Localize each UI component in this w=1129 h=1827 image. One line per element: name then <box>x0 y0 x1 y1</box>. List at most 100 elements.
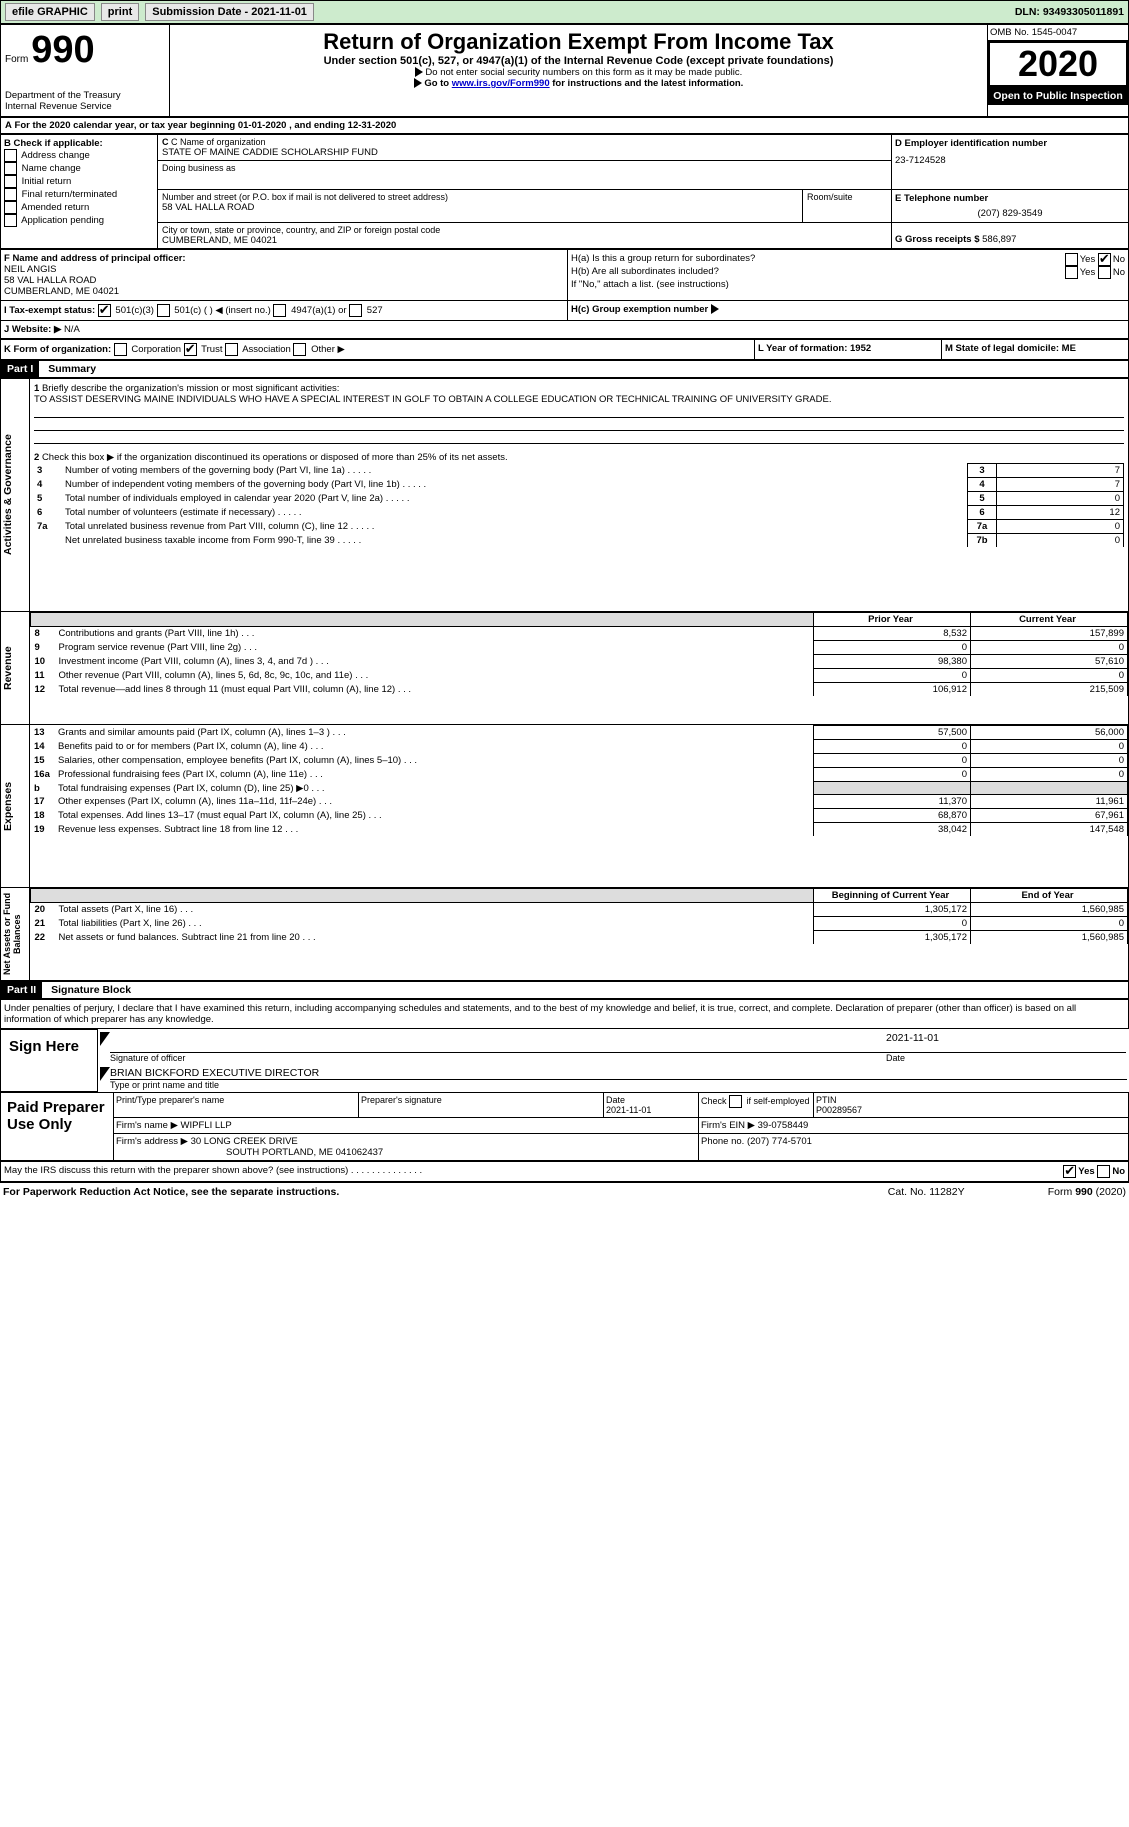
tax-status-checkbox[interactable] <box>98 304 111 317</box>
self-employed-checkbox[interactable] <box>729 1095 742 1108</box>
ptin-value: P00289567 <box>816 1105 862 1115</box>
firm-addr-label: Firm's address ▶ <box>116 1136 188 1147</box>
officer-printed-name: BRIAN BICKFORD EXECUTIVE DIRECTOR <box>110 1067 1127 1080</box>
tax-status-checkbox[interactable] <box>157 304 170 317</box>
firm-name: WIPFLI LLP <box>181 1120 232 1131</box>
declaration-text: Under penalties of perjury, I declare th… <box>0 999 1129 1029</box>
officer-name: NEIL ANGIS <box>4 264 56 275</box>
side-revenue: Revenue <box>2 613 14 723</box>
firm-ein: 39-0758449 <box>758 1120 809 1131</box>
footer-right: Form 990 (2020) <box>1048 1186 1126 1198</box>
boxb-checkbox[interactable] <box>4 162 17 175</box>
boxb-checkbox[interactable] <box>4 188 17 201</box>
ein-value: 23-7124528 <box>895 155 1125 166</box>
discuss-yes-checkbox[interactable] <box>1063 1165 1076 1178</box>
row-m: M State of legal domicile: ME <box>945 343 1076 354</box>
ptin-label: PTIN <box>816 1095 837 1105</box>
gross-receipts: 586,897 <box>982 234 1016 245</box>
hb-note: If "No," attach a list. (see instruction… <box>571 279 1125 290</box>
side-netassets: Net Assets or Fund Balances <box>2 889 22 979</box>
prep-sig-label: Preparer's signature <box>359 1093 604 1118</box>
prep-name-label: Print/Type preparer's name <box>114 1093 359 1118</box>
triangle-icon <box>414 78 422 88</box>
sign-here-label: Sign Here <box>1 1030 98 1092</box>
preparer-phone: (207) 774-5701 <box>747 1136 812 1147</box>
ha-no-checkbox[interactable] <box>1098 253 1111 266</box>
irs-link[interactable]: www.irs.gov/Form990 <box>452 78 550 89</box>
hb-label: H(b) Are all subordinates included? <box>571 266 1065 279</box>
phone-label: Phone no. <box>701 1136 744 1147</box>
mission-label: Briefly describe the organization's miss… <box>42 383 340 394</box>
footer-cat: Cat. No. 11282Y <box>888 1186 1048 1198</box>
row-l: L Year of formation: 1952 <box>758 343 871 354</box>
boxb-checkbox[interactable] <box>4 201 17 214</box>
tax-year: 2020 <box>988 41 1128 87</box>
form-title: Return of Organization Exempt From Incom… <box>174 29 983 55</box>
page-footer: For Paperwork Reduction Act Notice, see … <box>0 1182 1129 1201</box>
triangle-icon <box>711 304 719 314</box>
check-se: Check if self-employed <box>701 1096 810 1106</box>
org-name: STATE OF MAINE CADDIE SCHOLARSHIP FUND <box>162 147 887 158</box>
part-ii-title: Signature Block <box>45 982 137 998</box>
sign-here-table: Sign Here Signature of officer 2021-11-0… <box>0 1029 1129 1092</box>
org-form-checkbox[interactable] <box>184 343 197 356</box>
phone-value: (207) 829-3549 <box>895 208 1125 219</box>
section-a-taxyear: A For the 2020 calendar year, or tax yea… <box>0 117 1129 134</box>
open-inspection: Open to Public Inspection <box>988 87 1128 105</box>
org-info-table: B Check if applicable: Address change Na… <box>0 134 1129 249</box>
box-f-label: F Name and address of principal officer: <box>4 253 186 264</box>
boxb-checkbox[interactable] <box>4 214 17 227</box>
officer-addr1: 58 VAL HALLA ROAD <box>4 275 96 286</box>
part-ii-label: Part II <box>1 982 42 998</box>
org-name-label: C Name of organization <box>171 137 266 147</box>
city-value: CUMBERLAND, ME 04021 <box>162 235 887 246</box>
ssn-note: Do not enter social security numbers on … <box>425 67 742 78</box>
goto-post: for instructions and the latest informat… <box>550 78 744 89</box>
footer-left: For Paperwork Reduction Act Notice, see … <box>3 1186 888 1198</box>
omb-number: OMB No. 1545-0047 <box>988 25 1128 41</box>
paid-preparer-label: Paid Preparer Use Only <box>1 1093 114 1161</box>
form-header: Form 990 Department of the Treasury Inte… <box>0 24 1129 117</box>
discuss-question: May the IRS discuss this return with the… <box>4 1165 1063 1178</box>
mission-text: TO ASSIST DESERVING MAINE INDIVIDUALS WH… <box>34 394 1124 405</box>
type-name-label: Type or print name and title <box>110 1080 1127 1090</box>
irs-label: Internal Revenue Service <box>5 101 165 112</box>
hb-no-checkbox[interactable] <box>1098 266 1111 279</box>
officer-group-table: F Name and address of principal officer:… <box>0 249 1129 339</box>
ha-label: H(a) Is this a group return for subordin… <box>571 253 1065 266</box>
form-subtitle: Under section 501(c), 527, or 4947(a)(1)… <box>174 55 983 67</box>
submission-date-label: Submission Date - 2021-11-01 <box>145 3 314 21</box>
firm-addr2: SOUTH PORTLAND, ME 041062437 <box>116 1147 383 1158</box>
tax-status-checkbox[interactable] <box>349 304 362 317</box>
box-d-label: D Employer identification number <box>895 138 1047 149</box>
website-value: N/A <box>64 324 80 335</box>
part-ii-header: Part II Signature Block <box>0 981 1129 999</box>
prep-date-value: 2021-11-01 <box>606 1105 651 1115</box>
dba-label: Doing business as <box>162 163 887 173</box>
org-form-checkbox[interactable] <box>114 343 127 356</box>
org-form-checkbox[interactable] <box>293 343 306 356</box>
row-k-label: K Form of organization: <box>4 344 111 355</box>
efile-graphic-label: efile GRAPHIC <box>5 3 95 21</box>
prior-year-hdr: Prior Year <box>868 614 913 625</box>
ha-yes-checkbox[interactable] <box>1065 253 1078 266</box>
print-button[interactable]: print <box>101 3 139 21</box>
org-form-checkbox[interactable] <box>225 343 238 356</box>
addr-label: Number and street (or P.O. box if mail i… <box>162 192 798 202</box>
discuss-no-checkbox[interactable] <box>1097 1165 1110 1178</box>
city-label: City or town, state or province, country… <box>162 225 887 235</box>
sig-date-label: Date <box>886 1053 1126 1063</box>
hb-yes-checkbox[interactable] <box>1065 266 1078 279</box>
paid-preparer-table: Paid Preparer Use Only Print/Type prepar… <box>0 1092 1129 1161</box>
firm-addr1: 30 LONG CREEK DRIVE <box>191 1136 298 1147</box>
part-i-header: Part I Summary <box>0 360 1129 378</box>
box-g-label: G Gross receipts $ <box>895 234 979 245</box>
form-word: Form <box>5 54 28 65</box>
boxb-checkbox[interactable] <box>4 175 17 188</box>
sig-officer-label: Signature of officer <box>110 1053 886 1063</box>
firm-name-label: Firm's name ▶ <box>116 1120 178 1131</box>
boxb-checkbox[interactable] <box>4 149 17 162</box>
part-i-title: Summary <box>42 361 102 377</box>
tax-status-checkbox[interactable] <box>273 304 286 317</box>
sig-date-value: 2021-11-01 <box>886 1032 1126 1053</box>
